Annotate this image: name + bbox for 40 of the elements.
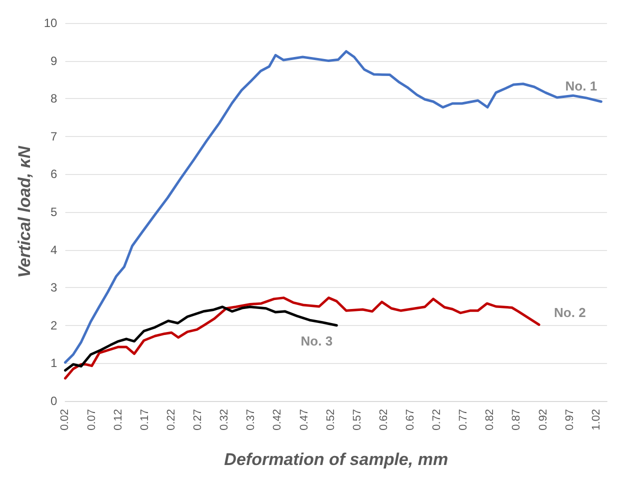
x-tick-label: 0.32 (218, 409, 231, 430)
y-axis-title: Vertical load, κN (15, 145, 34, 278)
x-tick-label: 1.02 (590, 409, 602, 430)
x-tick-label: 0.17 (138, 409, 151, 430)
y-tick-label: 5 (50, 205, 58, 219)
y-tick-label: 2 (50, 318, 58, 332)
line-series (64, 306, 338, 372)
x-axis-title: Deformation of sample, mm (224, 450, 448, 469)
line-series (64, 50, 602, 364)
x-tick-label: 0.02 (59, 409, 72, 430)
series-label: No. 1 (565, 78, 598, 94)
x-tick-label: 0.67 (404, 409, 416, 430)
y-tick-label: 4 (50, 242, 58, 257)
x-tick-label: 0.42 (272, 409, 284, 430)
y-tick-label: 7 (50, 129, 58, 144)
y-tick-label: 0 (50, 394, 58, 408)
x-tick-label: 0.27 (192, 409, 204, 430)
x-tick-label: 0.77 (458, 409, 470, 430)
x-tick-label: 0.87 (510, 409, 523, 430)
y-tick-label: 1 (50, 356, 58, 370)
x-tick-label: 0.12 (112, 409, 124, 430)
y-tick-label: 3 (50, 280, 58, 295)
x-tick-label: 0.72 (431, 409, 444, 430)
series-label: No. 2 (554, 305, 586, 320)
x-tick-label: 0.22 (165, 409, 178, 430)
y-tick-label: 9 (50, 54, 58, 68)
x-tick-label: 0.07 (86, 409, 98, 430)
series-label: No. 3 (300, 333, 333, 348)
y-tick-label: 8 (50, 92, 58, 106)
x-tick-label: 0.37 (245, 409, 258, 430)
y-tick-label: 10 (44, 16, 58, 30)
x-tick-label: 0.62 (378, 409, 390, 430)
x-tick-label: 0.92 (537, 409, 550, 430)
line-series (64, 296, 540, 380)
x-tick-label: 0.97 (564, 409, 576, 430)
y-tick-label: 6 (50, 167, 58, 182)
x-tick-label: 0.47 (298, 409, 310, 430)
x-tick-label: 0.82 (484, 409, 496, 430)
x-tick-label: 0.57 (351, 409, 364, 430)
x-tick-label: 0.52 (324, 409, 337, 430)
